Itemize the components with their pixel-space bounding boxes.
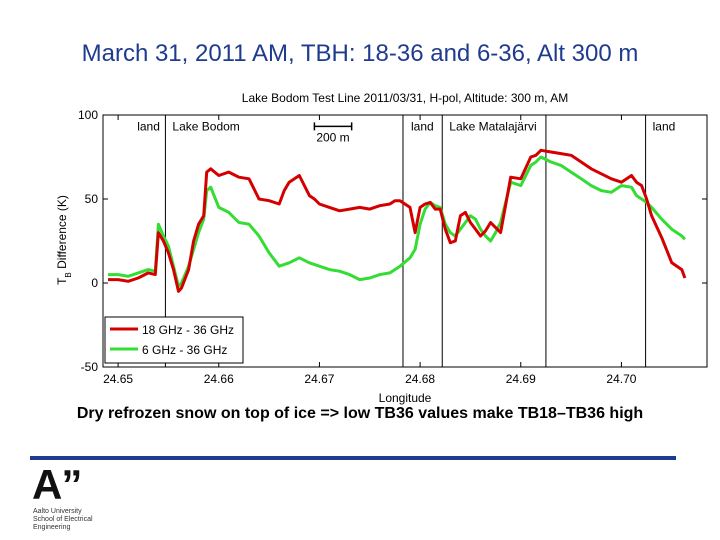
region-label: land	[137, 119, 160, 133]
aalto-logo-text: Aalto University School of Electrical En…	[33, 508, 93, 532]
aalto-logo: A”	[32, 461, 82, 508]
chart-title: Lake Bodom Test Line 2011/03/31, H-pol, …	[242, 91, 568, 105]
legend-label: 6 GHz - 36 GHz	[142, 343, 227, 357]
slide-title: March 31, 2011 AM, TBH: 18-36 and 6-36, …	[81, 40, 639, 67]
x-tick-label: 24.70	[606, 372, 636, 386]
legend-label: 18 GHz - 36 GHz	[142, 323, 234, 337]
logo-line-university: Aalto University	[33, 508, 82, 515]
y-axis-label-main: T	[55, 277, 69, 285]
region-label: land	[411, 119, 434, 133]
slide-caption: Dry refrozen snow on top of ice => low T…	[76, 405, 644, 422]
y-tick-label: -50	[81, 360, 99, 374]
x-tick-label: 24.68	[405, 372, 435, 386]
y-axis-label-sub: B	[64, 272, 73, 277]
region-label: Lake Matalajärvi	[449, 119, 536, 133]
x-tick-label: 24.65	[103, 372, 133, 386]
x-tick-label: 24.66	[204, 372, 234, 386]
y-tick-label: 100	[78, 108, 98, 122]
y-tick-label: 50	[85, 192, 99, 206]
series-line-18ghz	[108, 148, 687, 293]
region-label: Lake Bodom	[172, 119, 239, 133]
legend-box	[104, 316, 244, 364]
y-tick-label: 0	[91, 276, 98, 290]
region-label: land	[653, 119, 676, 133]
x-tick-label: 24.69	[506, 372, 536, 386]
series-line-6ghz	[108, 155, 686, 288]
y-axis-label: TB Difference (K)	[55, 195, 73, 285]
plot-frame	[102, 114, 708, 368]
logo-line-school: School of Electrical	[33, 516, 93, 523]
y-axis-label-rest: Difference (K)	[55, 195, 69, 272]
scalebar-label: 200 m	[316, 130, 349, 144]
logo-line-engineering: Engineering	[33, 524, 71, 531]
footer-divider	[30, 456, 676, 460]
x-tick-label: 24.67	[304, 372, 334, 386]
x-axis-label: Longitude	[379, 391, 432, 405]
